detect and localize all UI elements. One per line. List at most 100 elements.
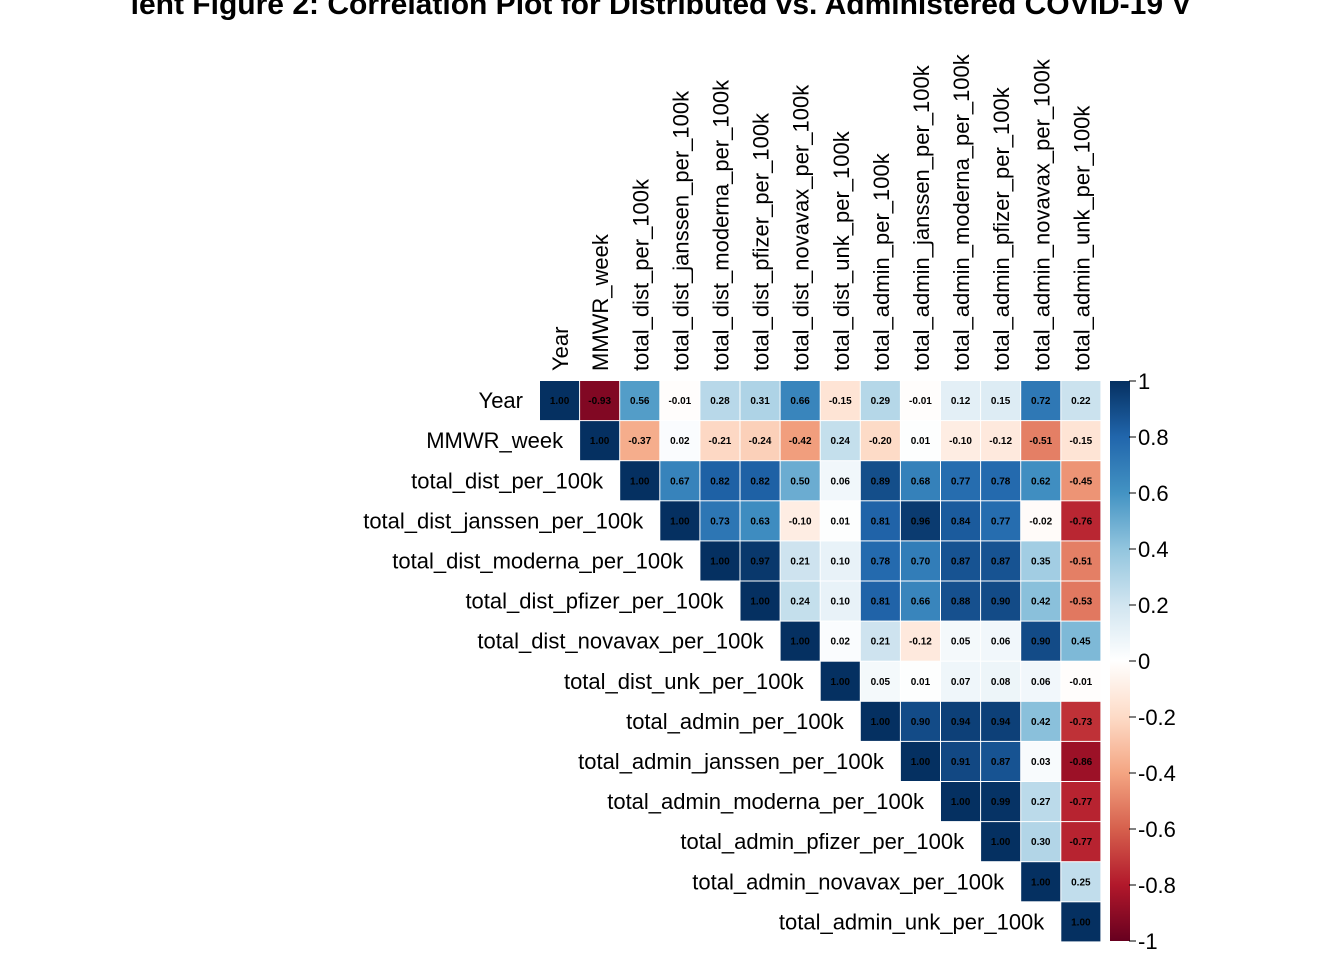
- cell-total_dist_unk_per_100k-total_admin_moderna_per_100k: [941, 661, 981, 701]
- cell-value-label: 0.27: [1031, 797, 1051, 808]
- cell-value-label: -0.45: [1069, 476, 1092, 487]
- cell-MMWR_week-total_dist_novavax_per_100k: [780, 421, 820, 461]
- legend-tick-label: -1: [1138, 929, 1158, 954]
- cell-Year-total_dist_pfizer_per_100k: [740, 381, 780, 421]
- cell-total_dist_moderna_per_100k-total_admin_pfizer_per_100k: [981, 541, 1021, 581]
- cell-value-label: 0.70: [911, 556, 931, 567]
- legend-tick-label: -0.6: [1138, 817, 1176, 842]
- cell-value-label: -0.15: [829, 396, 852, 407]
- cell-MMWR_week-total_admin_janssen_per_100k: [900, 421, 940, 461]
- cell-value-label: 0.08: [991, 677, 1011, 688]
- cell-value-label: -0.12: [909, 637, 932, 648]
- cell-total_dist_unk_per_100k-total_dist_unk_per_100k: [820, 661, 860, 701]
- cell-value-label: -0.15: [1069, 436, 1092, 447]
- cell-value-label: 0.50: [790, 476, 810, 487]
- cell-total_dist_unk_per_100k-total_admin_pfizer_per_100k: [981, 661, 1021, 701]
- row-label: total_admin_unk_per_100k: [779, 909, 1045, 934]
- cell-total_dist_per_100k-total_dist_janssen_per_100k: [660, 461, 700, 501]
- cell-value-label: -0.51: [1069, 556, 1092, 567]
- cell-value-label: 1.00: [831, 677, 851, 688]
- cell-value-label: 0.87: [991, 556, 1011, 567]
- cell-value-label: 0.02: [670, 436, 690, 447]
- legend-tick-label: 0.8: [1138, 425, 1169, 450]
- row-label: total_dist_janssen_per_100k: [363, 508, 644, 533]
- cell-total_dist_per_100k-total_admin_per_100k: [860, 461, 900, 501]
- cell-value-label: 0.25: [1071, 877, 1091, 888]
- cell-value-label: 0.81: [871, 516, 891, 527]
- cell-Year-total_admin_per_100k: [860, 381, 900, 421]
- cell-value-label: 0.82: [750, 476, 770, 487]
- row-label: total_admin_pfizer_per_100k: [680, 829, 965, 854]
- cell-total_dist_moderna_per_100k-total_admin_per_100k: [860, 541, 900, 581]
- row-label: total_admin_novavax_per_100k: [692, 869, 1005, 894]
- cell-value-label: 0.99: [991, 797, 1011, 808]
- cell-total_dist_pfizer_per_100k-total_dist_unk_per_100k: [820, 581, 860, 621]
- cell-Year-total_admin_novavax_per_100k: [1021, 381, 1061, 421]
- cell-MMWR_week-total_admin_moderna_per_100k: [941, 421, 981, 461]
- cell-value-label: 0.88: [951, 597, 971, 608]
- cell-Year-total_dist_moderna_per_100k: [700, 381, 740, 421]
- legend-tick-label: 0.2: [1138, 593, 1169, 618]
- row-label: total_dist_unk_per_100k: [564, 669, 805, 694]
- cell-value-label: 0.94: [991, 717, 1011, 728]
- cell-total_admin_moderna_per_100k-total_admin_pfizer_per_100k: [981, 782, 1021, 822]
- cell-value-label: 0.03: [1031, 757, 1051, 768]
- cell-value-label: -0.77: [1069, 797, 1092, 808]
- legend-tick-label: -0.4: [1138, 761, 1176, 786]
- cell-value-label: 0.01: [911, 677, 931, 688]
- cell-value-label: 0.96: [911, 516, 931, 527]
- cell-total_dist_pfizer_per_100k-total_dist_pfizer_per_100k: [740, 581, 780, 621]
- cell-total_admin_per_100k-total_admin_novavax_per_100k: [1021, 701, 1061, 741]
- cell-value-label: 0.97: [750, 556, 770, 567]
- cell-total_dist_unk_per_100k-total_admin_novavax_per_100k: [1021, 661, 1061, 701]
- cell-value-label: 0.90: [991, 597, 1011, 608]
- cell-total_admin_unk_per_100k-total_admin_unk_per_100k: [1061, 902, 1101, 942]
- cell-total_dist_moderna_per_100k-total_admin_novavax_per_100k: [1021, 541, 1061, 581]
- cell-total_dist_unk_per_100k-total_admin_unk_per_100k: [1061, 661, 1101, 701]
- row-label: total_admin_per_100k: [626, 709, 845, 734]
- cell-value-label: 0.05: [871, 677, 891, 688]
- cell-total_dist_pfizer_per_100k-total_admin_moderna_per_100k: [941, 581, 981, 621]
- cell-value-label: 0.45: [1071, 637, 1091, 648]
- cell-value-label: 0.81: [871, 597, 891, 608]
- cell-value-label: -0.01: [1069, 677, 1092, 688]
- cell-value-label: 0.06: [1031, 677, 1051, 688]
- cell-value-label: 0.21: [871, 637, 891, 648]
- cell-value-label: 0.29: [871, 396, 891, 407]
- cell-MMWR_week-total_dist_moderna_per_100k: [700, 421, 740, 461]
- cell-total_dist_per_100k-total_admin_moderna_per_100k: [941, 461, 981, 501]
- cell-value-label: 0.78: [991, 476, 1011, 487]
- cell-total_dist_janssen_per_100k-total_admin_per_100k: [860, 501, 900, 541]
- cell-total_admin_janssen_per_100k-total_admin_moderna_per_100k: [941, 741, 981, 781]
- legend-tick-label: 1: [1138, 369, 1150, 394]
- cell-total_admin_moderna_per_100k-total_admin_novavax_per_100k: [1021, 782, 1061, 822]
- column-label: total_admin_unk_per_100k: [1069, 105, 1094, 371]
- cell-total_dist_pfizer_per_100k-total_dist_novavax_per_100k: [780, 581, 820, 621]
- cell-MMWR_week-total_admin_unk_per_100k: [1061, 421, 1101, 461]
- cell-total_admin_janssen_per_100k-total_admin_pfizer_per_100k: [981, 741, 1021, 781]
- cell-total_dist_janssen_per_100k-total_dist_unk_per_100k: [820, 501, 860, 541]
- cell-value-label: 1.00: [550, 396, 570, 407]
- cell-Year-total_admin_moderna_per_100k: [941, 381, 981, 421]
- cell-total_dist_moderna_per_100k-total_admin_janssen_per_100k: [900, 541, 940, 581]
- cell-value-label: -0.21: [709, 436, 732, 447]
- cell-total_admin_pfizer_per_100k-total_admin_unk_per_100k: [1061, 822, 1101, 862]
- cell-total_dist_per_100k-total_dist_pfizer_per_100k: [740, 461, 780, 501]
- cell-total_admin_per_100k-total_admin_pfizer_per_100k: [981, 701, 1021, 741]
- cell-total_admin_moderna_per_100k-total_admin_unk_per_100k: [1061, 782, 1101, 822]
- cell-value-label: 1.00: [951, 797, 971, 808]
- cell-Year-total_dist_per_100k: [620, 381, 660, 421]
- cell-value-label: 0.78: [871, 556, 891, 567]
- cell-value-label: 0.30: [1031, 837, 1051, 848]
- cell-total_dist_novavax_per_100k-total_dist_novavax_per_100k: [780, 621, 820, 661]
- cell-value-label: 1.00: [710, 556, 730, 567]
- cell-total_dist_moderna_per_100k-total_dist_pfizer_per_100k: [740, 541, 780, 581]
- cell-value-label: -0.73: [1069, 717, 1092, 728]
- cell-total_dist_moderna_per_100k-total_dist_unk_per_100k: [820, 541, 860, 581]
- cell-total_dist_per_100k-total_dist_novavax_per_100k: [780, 461, 820, 501]
- cell-total_dist_per_100k-total_admin_janssen_per_100k: [900, 461, 940, 501]
- cell-total_admin_janssen_per_100k-total_admin_novavax_per_100k: [1021, 741, 1061, 781]
- cell-value-label: 0.90: [1031, 637, 1051, 648]
- column-label: total_admin_per_100k: [869, 152, 894, 371]
- cell-value-label: 0.90: [911, 717, 931, 728]
